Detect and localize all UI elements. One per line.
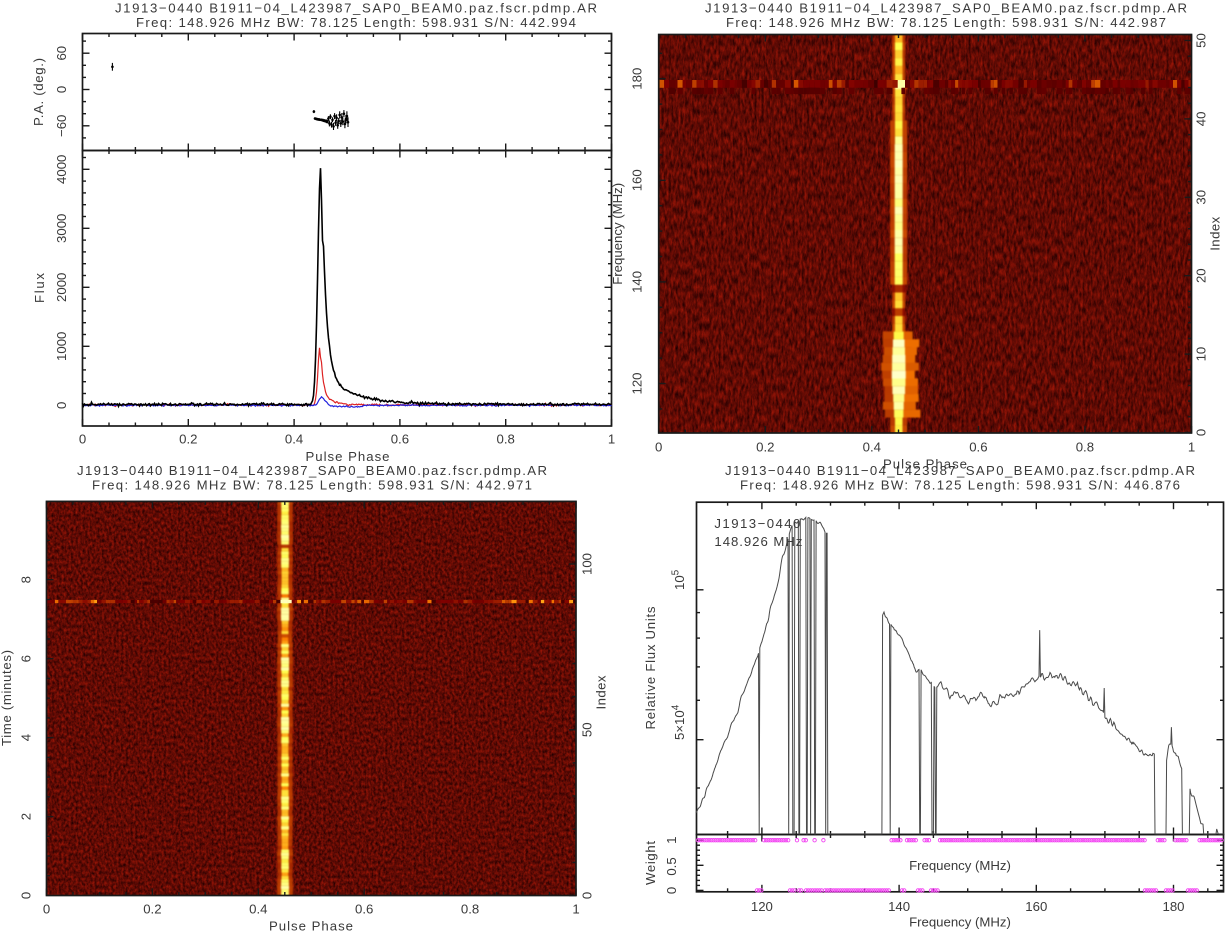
svg-text:0.2: 0.2	[179, 432, 197, 447]
svg-text:0: 0	[664, 887, 679, 894]
svg-text:0.5: 0.5	[664, 857, 679, 875]
svg-text:50: 50	[1194, 33, 1209, 48]
svg-text:2000: 2000	[54, 273, 69, 302]
svg-text:1: 1	[664, 837, 679, 844]
svg-text:105: 105	[671, 569, 688, 590]
svg-text:0.8: 0.8	[461, 902, 479, 917]
svg-text:6: 6	[19, 655, 34, 662]
svg-text:0.6: 0.6	[355, 902, 373, 917]
svg-text:Pulse Phase: Pulse Phase	[883, 457, 967, 472]
svg-text:3000: 3000	[54, 214, 69, 243]
svg-text:Pulse Phase: Pulse Phase	[269, 919, 353, 934]
svg-text:100: 100	[580, 553, 595, 575]
svg-text:140: 140	[888, 899, 910, 914]
svg-text:Time (minutes): Time (minutes)	[0, 650, 14, 746]
svg-text:2: 2	[19, 813, 34, 820]
svg-text:0: 0	[655, 440, 662, 455]
svg-text:J1913−0440 B1911−04_L423987_SA: J1913−0440 B1911−04_L423987_SAP0_BEAM0.p…	[77, 463, 547, 478]
svg-text:Flux: Flux	[32, 273, 47, 303]
svg-text:0: 0	[1194, 429, 1209, 436]
svg-text:4: 4	[19, 734, 34, 741]
svg-text:Pulse Phase: Pulse Phase	[306, 449, 390, 464]
svg-text:Weight: Weight	[643, 841, 658, 885]
svg-text:60: 60	[54, 46, 69, 61]
svg-text:0.4: 0.4	[863, 440, 881, 455]
svg-text:J1913−0440: J1913−0440	[714, 516, 800, 531]
svg-text:5×104: 5×104	[671, 704, 688, 740]
svg-text:1000: 1000	[54, 332, 69, 361]
svg-text:0.2: 0.2	[143, 902, 161, 917]
svg-text:0: 0	[54, 402, 69, 409]
svg-text:Freq: 148.926 MHz BW: 78.125 L: Freq: 148.926 MHz BW: 78.125 Length: 598…	[92, 478, 532, 493]
svg-text:Index: Index	[1208, 216, 1223, 250]
svg-text:4000: 4000	[54, 155, 69, 184]
svg-text:8: 8	[19, 576, 34, 583]
svg-text:120: 120	[630, 372, 645, 394]
svg-text:0: 0	[43, 902, 50, 917]
svg-text:0.4: 0.4	[249, 902, 267, 917]
svg-text:Frequency (MHz): Frequency (MHz)	[909, 858, 1011, 873]
svg-text:0: 0	[580, 892, 595, 899]
svg-text:10: 10	[1194, 347, 1209, 362]
svg-text:Index: Index	[594, 675, 609, 709]
svg-text:180: 180	[1162, 899, 1184, 914]
svg-text:J1913−0440 B1911−04_L423987_SA: J1913−0440 B1911−04_L423987_SAP0_BEAM0.p…	[705, 1, 1187, 16]
svg-text:160: 160	[630, 169, 645, 191]
svg-text:0.6: 0.6	[391, 432, 409, 447]
svg-text:P.A. (deg.): P.A. (deg.)	[31, 58, 46, 126]
svg-text:1: 1	[608, 432, 615, 447]
svg-text:0.6: 0.6	[969, 440, 987, 455]
svg-text:30: 30	[1194, 190, 1209, 205]
svg-text:Freq: 148.926 MHz BW: 78.125 L: Freq: 148.926 MHz BW: 78.125 Length: 598…	[726, 15, 1166, 30]
svg-text:120: 120	[751, 899, 773, 914]
svg-text:40: 40	[1194, 112, 1209, 127]
svg-text:0: 0	[54, 86, 69, 93]
svg-text:20: 20	[1194, 268, 1209, 283]
svg-text:0.4: 0.4	[285, 432, 303, 447]
svg-text:0.8: 0.8	[1076, 440, 1094, 455]
svg-text:0.2: 0.2	[756, 440, 774, 455]
svg-text:140: 140	[630, 271, 645, 293]
svg-text:0: 0	[79, 432, 86, 447]
svg-text:Freq: 148.926 MHz BW: 78.125 L: Freq: 148.926 MHz BW: 78.125 Length: 598…	[740, 478, 1180, 493]
svg-text:Relative Flux Units: Relative Flux Units	[643, 606, 658, 729]
svg-text:1: 1	[1188, 440, 1195, 455]
svg-text:0.8: 0.8	[497, 432, 515, 447]
svg-text:Frequency (MHz): Frequency (MHz)	[909, 915, 1011, 930]
svg-text:Freq: 148.926 MHz BW: 78.125 L: Freq: 148.926 MHz BW: 78.125 Length: 598…	[136, 15, 576, 30]
svg-text:180: 180	[630, 68, 645, 90]
svg-text:50: 50	[580, 722, 595, 737]
svg-text:160: 160	[1025, 899, 1047, 914]
svg-text:Frequency (MHz): Frequency (MHz)	[610, 183, 625, 285]
svg-text:−60: −60	[54, 115, 69, 137]
svg-text:1: 1	[572, 902, 579, 917]
svg-text:J1913−0440 B1911−04_L423987_SA: J1913−0440 B1911−04_L423987_SAP0_BEAM0.p…	[725, 463, 1195, 478]
svg-text:148.926 MHz: 148.926 MHz	[714, 534, 802, 549]
svg-text:0: 0	[19, 892, 34, 899]
svg-text:J1913−0440 B1911−04_L423987_SA: J1913−0440 B1911−04_L423987_SAP0_BEAM0.p…	[115, 1, 597, 16]
